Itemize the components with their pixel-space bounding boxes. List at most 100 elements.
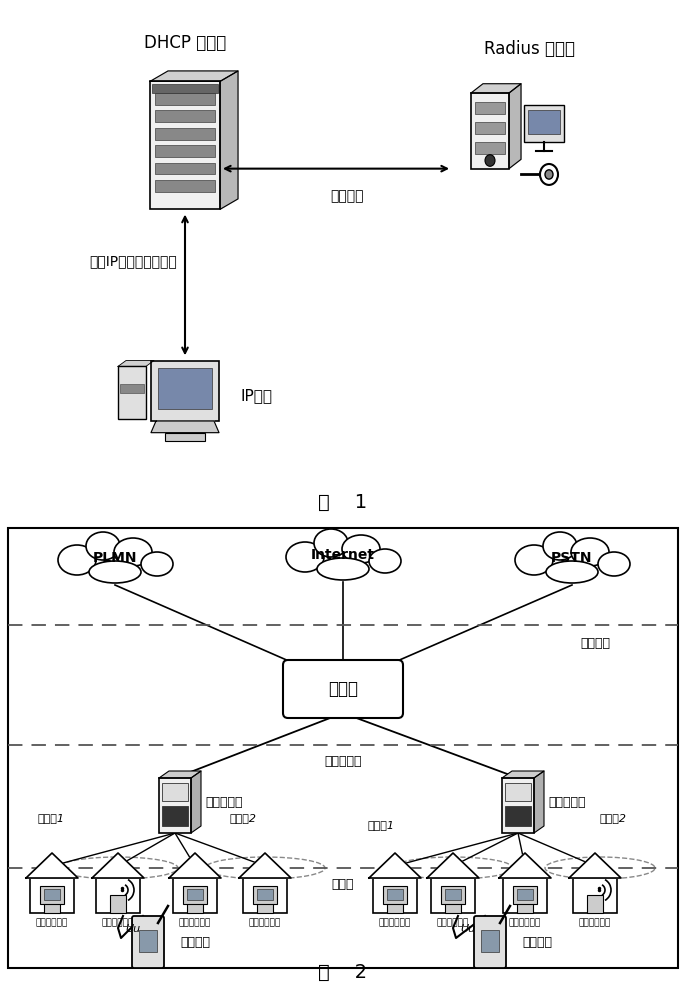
Bar xyxy=(373,878,417,913)
FancyBboxPatch shape xyxy=(283,660,403,718)
Bar xyxy=(96,878,140,913)
Ellipse shape xyxy=(342,535,380,563)
Polygon shape xyxy=(509,84,521,169)
Bar xyxy=(503,878,547,913)
Text: 家用室内基站: 家用室内基站 xyxy=(379,918,411,927)
FancyBboxPatch shape xyxy=(132,916,164,968)
Bar xyxy=(475,102,505,114)
Bar xyxy=(475,142,505,154)
Bar xyxy=(505,806,531,826)
Bar xyxy=(475,122,505,134)
Polygon shape xyxy=(118,361,154,366)
Bar xyxy=(445,889,461,900)
Text: 核心网: 核心网 xyxy=(328,680,358,698)
Text: Uu: Uu xyxy=(460,924,475,934)
Text: 位置区1: 位置区1 xyxy=(368,820,395,830)
Bar xyxy=(110,895,126,913)
Circle shape xyxy=(485,155,495,166)
Bar xyxy=(165,433,205,441)
Text: IP终端: IP终端 xyxy=(240,388,272,403)
Bar xyxy=(159,778,191,833)
Polygon shape xyxy=(534,771,544,833)
Bar xyxy=(155,110,215,122)
Bar xyxy=(471,93,509,169)
Polygon shape xyxy=(471,84,521,93)
Bar xyxy=(387,895,403,913)
Text: Internet: Internet xyxy=(311,548,375,562)
Bar xyxy=(152,84,218,93)
Text: 家庭域: 家庭域 xyxy=(332,878,354,891)
Bar xyxy=(513,886,537,904)
Bar xyxy=(502,778,534,833)
Bar xyxy=(155,128,215,140)
Text: 家用室内基站: 家用室内基站 xyxy=(102,918,134,927)
Text: 家用室内基站: 家用室内基站 xyxy=(509,918,541,927)
Bar xyxy=(587,895,603,913)
Ellipse shape xyxy=(598,552,630,576)
Ellipse shape xyxy=(515,545,553,575)
Bar xyxy=(162,783,188,801)
Text: 图    2: 图 2 xyxy=(318,963,368,982)
Ellipse shape xyxy=(369,549,401,573)
Text: 家用室内基站: 家用室内基站 xyxy=(36,918,68,927)
Bar xyxy=(517,895,533,913)
Bar xyxy=(387,889,403,900)
Circle shape xyxy=(540,164,558,185)
Bar xyxy=(183,886,207,904)
Polygon shape xyxy=(502,771,544,778)
Text: 家用室内基站: 家用室内基站 xyxy=(179,918,211,927)
Polygon shape xyxy=(191,771,201,833)
Text: 家用室内基站: 家用室内基站 xyxy=(437,918,469,927)
Polygon shape xyxy=(150,71,238,81)
Text: 接入控制域: 接入控制域 xyxy=(324,755,362,768)
Circle shape xyxy=(545,170,553,179)
Polygon shape xyxy=(499,853,551,878)
Bar xyxy=(257,895,273,913)
Bar xyxy=(150,81,220,209)
Polygon shape xyxy=(169,853,221,878)
Polygon shape xyxy=(92,853,144,878)
Bar xyxy=(120,384,144,393)
Bar xyxy=(253,886,277,904)
Bar xyxy=(257,889,273,900)
Text: 家用室内基站: 家用室内基站 xyxy=(249,918,281,927)
Text: 家用室内基站: 家用室内基站 xyxy=(579,918,611,927)
Bar xyxy=(243,878,287,913)
Bar xyxy=(118,366,146,419)
Ellipse shape xyxy=(89,561,141,583)
Ellipse shape xyxy=(571,538,609,566)
Bar xyxy=(524,105,564,142)
Text: 图    1: 图 1 xyxy=(318,493,368,512)
Text: 接入控制器: 接入控制器 xyxy=(548,796,585,810)
Polygon shape xyxy=(151,421,219,433)
Bar xyxy=(155,163,215,174)
Bar xyxy=(173,878,217,913)
Text: 位置区1: 位置区1 xyxy=(38,813,65,823)
Text: 获取IP地址并申请授权: 获取IP地址并申请授权 xyxy=(89,255,177,269)
Text: PSTN: PSTN xyxy=(552,551,593,565)
Ellipse shape xyxy=(86,532,120,560)
Text: PLMN: PLMN xyxy=(93,551,137,565)
Bar xyxy=(155,93,215,105)
Ellipse shape xyxy=(546,561,598,583)
Text: Radius 服务器: Radius 服务器 xyxy=(484,40,576,58)
Text: 接入控制器: 接入控制器 xyxy=(205,796,242,810)
Bar xyxy=(158,368,212,409)
Polygon shape xyxy=(427,853,479,878)
Text: 授权请求: 授权请求 xyxy=(331,190,364,204)
Text: 用户终端: 用户终端 xyxy=(180,936,210,950)
Bar xyxy=(383,886,407,904)
Text: Uu: Uu xyxy=(125,924,140,934)
Polygon shape xyxy=(26,853,78,878)
Text: 位置区2: 位置区2 xyxy=(230,813,257,823)
Ellipse shape xyxy=(141,552,173,576)
Bar xyxy=(187,889,203,900)
Bar xyxy=(44,889,60,900)
Bar xyxy=(187,895,203,913)
Ellipse shape xyxy=(114,538,152,566)
Bar xyxy=(30,878,74,913)
Ellipse shape xyxy=(286,542,324,572)
Text: 核心网域: 核心网域 xyxy=(580,637,610,650)
Text: 用户终端: 用户终端 xyxy=(522,936,552,950)
Ellipse shape xyxy=(317,558,369,580)
